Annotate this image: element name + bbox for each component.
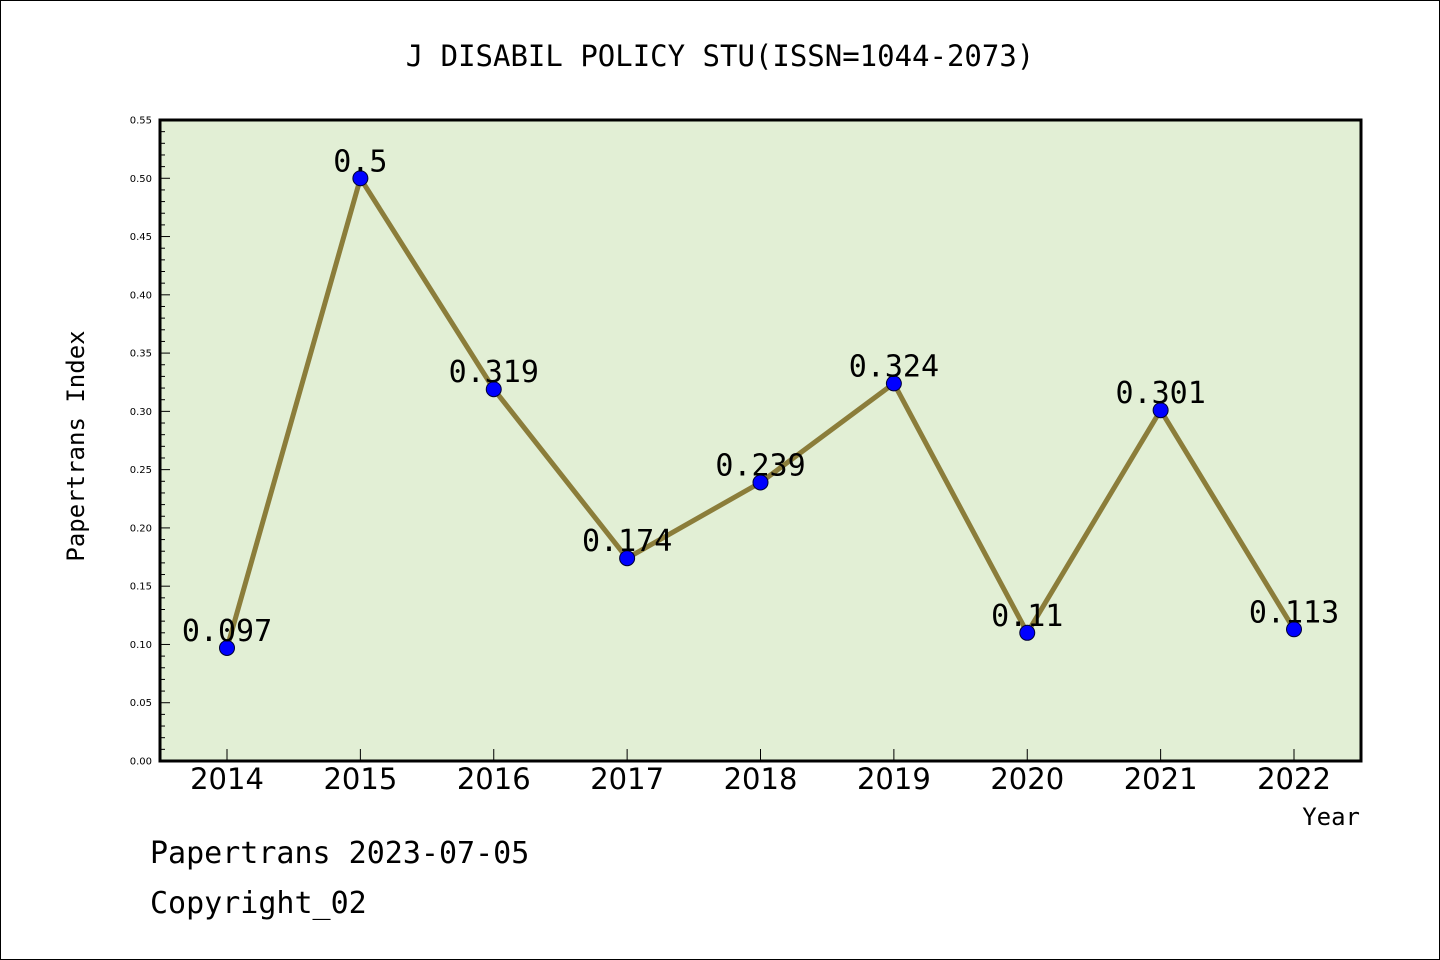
y-tick-label: 0.55 — [130, 116, 152, 127]
data-point — [619, 550, 636, 567]
data-point — [1152, 402, 1169, 419]
x-axis: 2014 2015 2016 2017 2018 2019 2020 2021 2022 — [190, 749, 1331, 796]
y-tick-label: 0.45 — [130, 232, 152, 243]
plot-area — [160, 120, 1361, 761]
data-label: 0.113 — [1249, 595, 1339, 630]
x-tick-label: 2016 — [457, 762, 531, 796]
y-tick-label: 0.25 — [130, 465, 152, 476]
x-tick-label: 2019 — [857, 762, 931, 796]
data-point — [885, 375, 902, 392]
data-label: 0.5 — [333, 144, 387, 179]
data-point — [485, 381, 502, 398]
series-group: 0.097 0.5 0.319 0.174 0.239 0.324 0.11 0.301 0.1… — [182, 144, 1339, 656]
data-label: 0.319 — [449, 355, 539, 390]
y-tick-label: 0.30 — [130, 407, 152, 418]
x-tick-label: 2018 — [724, 762, 798, 796]
x-tick-label: 2022 — [1257, 762, 1331, 796]
y-tick-label: 0.15 — [130, 582, 152, 593]
y-tick-label: 0.20 — [130, 523, 152, 534]
footer-date: Papertrans 2023-07-05 — [150, 836, 530, 871]
x-tick-label: 2015 — [323, 762, 397, 796]
data-label: 0.11 — [991, 599, 1063, 634]
data-point — [752, 474, 769, 491]
x-tick-label: 2020 — [990, 762, 1064, 796]
plot-border — [158, 118, 1363, 763]
x-tick-label: 2017 — [590, 762, 664, 796]
data-point — [219, 639, 235, 656]
y-tick-label: 0.50 — [130, 174, 152, 185]
footer-copyright: Copyright_02 — [150, 886, 367, 921]
chart-title: J DISABIL POLICY STU(ISSN=1044-2073) — [406, 39, 1035, 73]
x-tick-label: 2021 — [1124, 762, 1198, 796]
data-label: 0.239 — [715, 448, 805, 483]
y-tick-label: 0.40 — [130, 290, 152, 301]
y-axis: 0.00 0.05 0.10 0.15 0.20 0.25 0.30 0.35 0.40 0.45… — [130, 116, 170, 768]
data-label: 0.097 — [182, 614, 272, 649]
y-tick-label: 0.05 — [130, 698, 152, 709]
data-point — [1019, 624, 1036, 641]
x-tick-label: 2014 — [190, 762, 264, 796]
data-point — [1286, 621, 1302, 638]
data-label: 0.324 — [849, 349, 939, 384]
data-label: 0.301 — [1115, 376, 1205, 411]
y-tick-label: 0.00 — [130, 757, 152, 768]
y-tick-label: 0.35 — [130, 349, 152, 360]
y-tick-label: 0.10 — [130, 640, 152, 651]
data-point — [352, 170, 369, 187]
x-axis-label: Year — [1302, 803, 1360, 831]
y-axis-label: Papertrans Index — [62, 330, 90, 561]
data-label: 0.174 — [582, 524, 672, 559]
